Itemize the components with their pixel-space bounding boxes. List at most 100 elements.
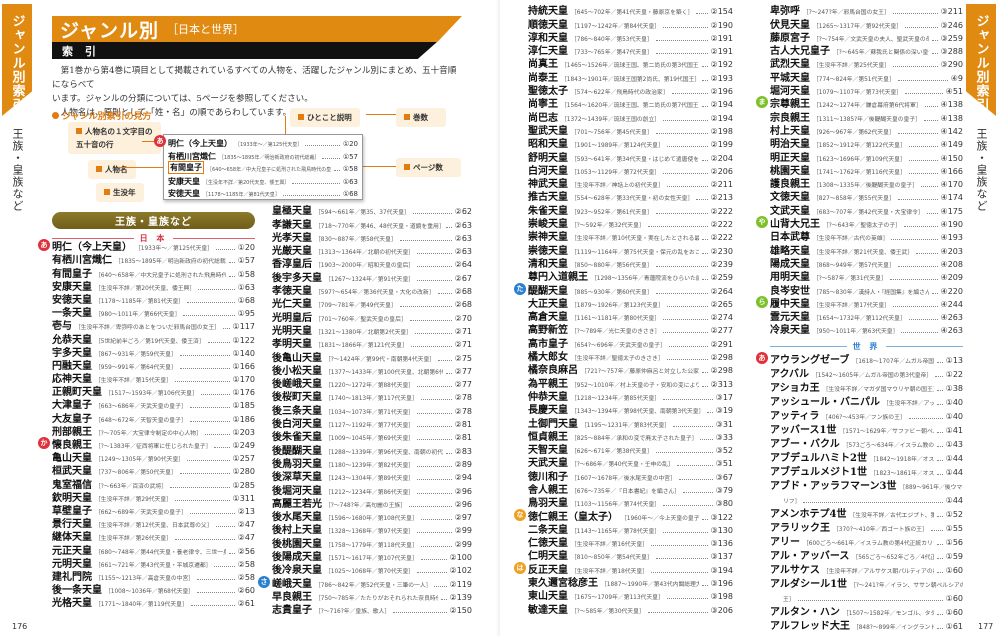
volume-page-ref[interactable]: ②64 [454, 260, 472, 270]
index-entry[interactable]: 後亀山天皇 ［?〜1424年／第99代・南朝第4代天皇］ ②75 [272, 350, 472, 364]
volume-page-ref[interactable]: ②150 [449, 606, 472, 616]
volume-page-ref[interactable]: ①41 [945, 426, 963, 435]
volume-page-ref[interactable]: ②198 [710, 126, 733, 136]
volume-page-ref[interactable]: ②63 [454, 220, 472, 230]
volume-page-ref[interactable]: ②211 [710, 180, 733, 190]
volume-page-ref[interactable]: ②68 [454, 287, 472, 297]
index-entry[interactable]: は反正天皇 ［生没年不詳／第18代天皇］ ③194 [514, 561, 733, 576]
volume-page-ref[interactable]: ①13 [945, 356, 963, 365]
volume-page-ref[interactable]: ④244 [940, 299, 963, 309]
index-entry[interactable]: 天智天皇 ［626〜671年／第38代天皇］ ③52 [528, 443, 733, 456]
volume-page-ref[interactable]: ④170 [940, 180, 963, 190]
index-entry[interactable]: 後一条天皇 ［1008〜1036年／第68代天皇］ ②60 [52, 583, 255, 596]
index-entry[interactable]: 仁徳天皇 ［生没年不詳／第16代天皇］ ③136 [528, 536, 733, 549]
index-entry[interactable]: アブー・バクル［573ごろ〜634年／イスラム教の初代正統カリフ］ ①43 [770, 436, 963, 450]
volume-page-ref[interactable]: ①166 [232, 361, 255, 371]
volume-page-ref[interactable]: ①285 [232, 480, 255, 490]
index-entry[interactable]: 尚寧王 ［1564〜1620年／琉球王国、第二尚氏の第7代国王］ ②194 [528, 97, 733, 110]
volume-page-ref[interactable]: ②81 [454, 420, 472, 430]
index-entry[interactable]: 後三条天皇 ［1034〜1073年／第71代天皇］ ②78 [272, 403, 472, 417]
volume-page-ref[interactable]: ①140 [232, 348, 255, 358]
index-entry[interactable]: 後桜町天皇 ［1740〜1813年／第117代天皇］ ②78 [272, 390, 472, 403]
volume-page-ref[interactable]: ①52 [945, 510, 963, 519]
index-entry[interactable]: 伏見天皇 ［1265〜1317年／第92代天皇］ ③246 [770, 17, 963, 31]
volume-page-ref[interactable]: ④51 [945, 87, 963, 97]
volume-page-ref[interactable]: ①44 [945, 454, 963, 463]
index-entry[interactable]: アッシュール・バニパル［生没年不詳／アッシリア王国の王］ ①40 [770, 394, 963, 408]
volume-page-ref[interactable]: ②102 [449, 566, 472, 576]
index-entry[interactable]: 後嵯峨天皇 ［1220〜1272年／第88代天皇］ ②77 [272, 377, 472, 390]
volume-page-ref[interactable]: ③19 [715, 406, 733, 416]
volume-page-ref[interactable]: ①257 [232, 454, 255, 464]
volume-page-ref[interactable]: ②83 [454, 446, 472, 456]
index-entry[interactable]: 桓武天皇 ［737〜806年／第50代天皇］ ①280 [52, 464, 255, 477]
volume-page-ref[interactable]: ③51 [715, 459, 733, 469]
volume-page-ref[interactable]: ②63 [454, 247, 472, 257]
index-entry[interactable]: アルサケス［生没年不詳／アルサケス朝パルティアの初代国王］ ①60 [770, 562, 963, 576]
index-entry[interactable]: 元明天皇 ［661〜721年／第43代天皇・平城京遷都］ ②58 [52, 557, 255, 570]
index-entry[interactable]: 平城天皇 ［774〜824年／第51代天皇］ ④9 [770, 70, 963, 84]
volume-page-ref[interactable]: ①60 [945, 594, 963, 603]
index-entry[interactable]: アルダシール1世［?〜241?年／イラン、ササン朝ペルシアの実質的な初代国 [770, 576, 963, 590]
volume-page-ref[interactable]: ②191 [710, 47, 733, 57]
index-entry[interactable]: や山背大兄王 ［?〜643年／聖徳太子の子］ ④190 [756, 216, 963, 230]
index-entry[interactable]: 雄略天皇 ［生没年不詳／第21代天皇、倭王武］ ④203 [770, 243, 963, 257]
volume-page-ref[interactable]: ②204 [710, 153, 733, 163]
index-entry[interactable]: 後水尾天皇 ［1596〜1680年／第108代天皇］ ②97 [272, 510, 472, 523]
volume-page-ref[interactable]: ②264 [710, 286, 733, 296]
index-entry[interactable]: 後醍醐天皇［1288〜1339年／第96代天皇、南朝の初代天皇］ ②83 [272, 443, 472, 457]
volume-page-ref[interactable]: ①40 [945, 412, 963, 421]
index-entry[interactable]: アショカ王 ［生没年不詳／マガダ国マウリヤ朝の国王］ ①38 [770, 380, 963, 394]
volume-page-ref[interactable]: ③194 [710, 565, 733, 575]
index-entry[interactable]: 桃園天皇 ［1741〜1762年／第116代天皇］ ④166 [770, 164, 963, 177]
index-entry[interactable]: 後冷泉天皇 ［1025〜1068年／第70代天皇］ ②102 [272, 563, 472, 576]
index-entry[interactable]: 後小松天皇［1377〜1433年／第100代天皇、北朝第6代天皇］ ②77 [272, 364, 472, 377]
volume-page-ref[interactable]: ③79 [715, 485, 733, 495]
index-entry[interactable]: 明正天皇 ［1623〜1696年／第109代天皇］ ④150 [770, 150, 963, 164]
index-entry[interactable]: 光明皇后 ［701〜760年／聖武天皇の皇后］ ②70 [272, 310, 472, 324]
index-entry[interactable]: アッバース1世［1571〜1629年／サファビー朝ペルシアの第5代王］ ①41 [770, 422, 963, 436]
index-entry[interactable]: 大友皇子 ［648〜672年／天智天皇の皇子］ ①186 [52, 411, 255, 425]
volume-page-ref[interactable]: ①60 [945, 566, 963, 575]
index-entry[interactable]: アブド・アッラフマーン3世［889〜961年／後ウマイヤ朝第8代君主、初代カ [770, 478, 963, 492]
index-entry[interactable]: 後宇多天皇 ［1267〜1324年／第91代天皇］ ②67 [272, 270, 472, 284]
volume-page-ref[interactable]: ③211 [940, 7, 963, 17]
index-entry[interactable]: 舎人親王 ［676〜735年／『日本書紀』を編さん］ ③79 [528, 483, 733, 496]
index-entry[interactable]: アラリック王 ［370?〜410年／西ゴート族の王］ ①55 [770, 520, 963, 534]
volume-page-ref[interactable]: ②193 [710, 73, 733, 83]
index-entry[interactable]: 後深草天皇 ［1243〜1304年／第89代天皇］ ②94 [272, 470, 472, 483]
index-entry[interactable]: 後村上天皇 ［1328〜1368年／第97代天皇］ ②99 [272, 523, 472, 536]
volume-page-ref[interactable]: ①176 [232, 388, 255, 398]
index-entry[interactable]: 孝謙天皇 ［718〜770年／第46、48代天皇・道鏡を重用］ ②63 [272, 217, 472, 231]
index-entry[interactable]: 後白河天皇 ［1127〜1192年／第77代天皇］ ②81 [272, 417, 472, 430]
index-entry[interactable]: アブデュルメジト1世［1823〜1861年／オスマン帝国第31代皇帝］ ①44 [770, 464, 963, 478]
index-entry[interactable]: アクバル ［1542〜1605年／ムガル帝国の第3代皇帝］ ①22 [770, 366, 963, 380]
index-entry[interactable]: 土御門天皇 ［1195〜1231年／第83代天皇］ ③31 [528, 416, 733, 430]
index-entry[interactable]: 大正天皇 ［1879〜1926年／第123代天皇］ ②265 [528, 297, 733, 310]
volume-page-ref[interactable]: ④149 [940, 140, 963, 150]
index-entry[interactable]: 尚巴志 ［1372〜1439年／琉球王国の創立］ ②194 [528, 110, 733, 124]
volume-page-ref[interactable]: ④9 [950, 73, 963, 83]
volume-page-ref[interactable]: ④193 [940, 233, 963, 243]
volume-page-ref[interactable]: ③33 [715, 432, 733, 442]
volume-page-ref[interactable]: ①122 [232, 335, 255, 345]
index-entry[interactable]: 日本武尊 ［生没年不詳／古代の英雄］ ④193 [770, 230, 963, 243]
index-entry[interactable]: 聖徳太子 ［574〜622年／飛鳥時代の政治家］ ②196 [528, 84, 733, 97]
index-entry[interactable]: 聖武天皇 ［701〜756年／第45代天皇］ ②198 [528, 124, 733, 137]
volume-page-ref[interactable]: ①55 [945, 524, 963, 533]
volume-page-ref[interactable]: ①95 [237, 309, 255, 319]
index-entry[interactable]: 後鳥羽天皇 ［1180〜1239年／第82代天皇］ ②89 [272, 457, 472, 470]
volume-page-ref[interactable]: ②81 [454, 433, 472, 443]
index-entry[interactable]: 白河天皇 ［1053〜1129年／第72代天皇］ ②206 [528, 164, 733, 177]
index-entry[interactable]: 淳和天皇 ［786〜840年／第53代天皇］ ②191 [528, 31, 733, 44]
index-entry[interactable]: 崇峻天皇 ［?〜592年／第32代天皇］ ②222 [528, 217, 733, 230]
index-entry[interactable]: 霊元天皇 ［1654〜1732年／第112代天皇］ ④263 [770, 310, 963, 323]
volume-page-ref[interactable]: ②313 [710, 379, 733, 389]
index-entry[interactable]: 仲恭天皇 ［1218〜1234年／第85代天皇］ ③17 [528, 390, 733, 403]
index-entry[interactable]: 後堀河天皇 ［1212〜1234年／第86代天皇］ ②96 [272, 483, 472, 497]
volume-page-ref[interactable]: ②119 [449, 579, 472, 589]
volume-page-ref[interactable]: ②58 [237, 559, 255, 569]
volume-page-ref[interactable]: ④166 [940, 166, 963, 176]
index-entry[interactable]: 光明天皇 ［1321〜1380年／北朝第2代天皇］ ②71 [272, 324, 472, 337]
volume-page-ref[interactable]: ①186 [232, 414, 255, 424]
